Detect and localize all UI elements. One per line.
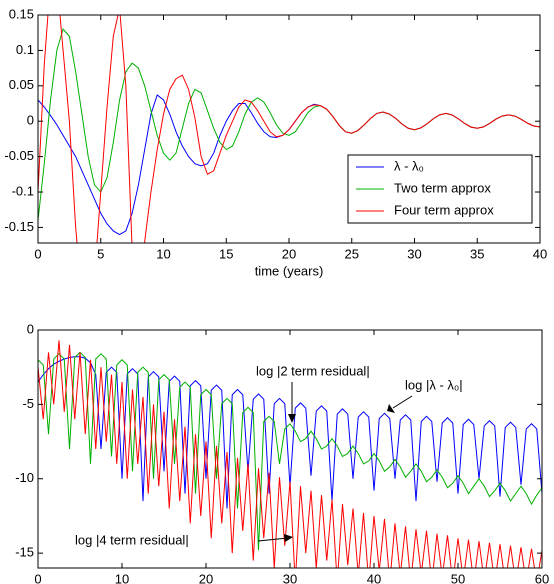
x-tick-label: 5	[97, 246, 104, 261]
x-tick-label: 50	[451, 571, 465, 584]
legend-label: λ - λ₀	[394, 158, 424, 173]
x-tick-label: 20	[199, 571, 213, 584]
x-tick-label: 40	[533, 246, 547, 261]
series-group	[38, 340, 542, 568]
x-tick-label: 10	[156, 246, 170, 261]
arrow	[392, 395, 413, 409]
arrow-head	[387, 404, 395, 413]
x-tick-label: 25	[345, 246, 359, 261]
x-tick-label: 60	[535, 571, 549, 584]
annotation: log |λ - λ₀|	[405, 377, 463, 392]
arrow-head	[288, 414, 296, 423]
x-axis-label: time (years)	[255, 263, 324, 278]
x-tick-label: 0	[34, 246, 41, 261]
arrow	[257, 537, 289, 542]
x-tick-label: 20	[282, 246, 296, 261]
bottom-plot: 0 10 20 30 40 50 60 -15 -10 -5 0	[15, 321, 549, 584]
y-tick-label: 0.15	[9, 6, 34, 21]
top-plot: λ - λ₀ Two term approx Four term approx 0 5 1…	[4, 6, 547, 278]
y-tick-label: -10	[15, 470, 34, 485]
series-group	[38, 15, 540, 243]
annotation-group: log |2 term residual| log |λ - λ₀| log |…	[75, 363, 463, 547]
line-series	[38, 15, 540, 243]
x-tick-label: 15	[219, 246, 233, 261]
y-tick-label: -0.15	[4, 219, 34, 234]
line-series	[38, 351, 542, 551]
annotation: log |2 term residual|	[256, 363, 370, 378]
y-tick-label: 0.1	[16, 42, 34, 57]
legend-label: Two term approx	[394, 180, 491, 195]
x-tick-label: 30	[283, 571, 297, 584]
x-tick-label: 10	[115, 571, 129, 584]
y-tick-label: 0.05	[9, 77, 34, 92]
y-tick-label: 0	[27, 113, 34, 128]
legend-label: Four term approx	[394, 202, 494, 217]
annotation: log |4 term residual|	[75, 532, 189, 547]
y-tick-label: -15	[15, 545, 34, 560]
y-tick-label: -0.05	[4, 148, 34, 163]
x-tick-label: 40	[367, 571, 381, 584]
y-tick-label: -5	[22, 396, 34, 411]
x-tick-label: 30	[407, 246, 421, 261]
y-tick-label: 0	[27, 321, 34, 336]
arrow-head	[284, 534, 293, 542]
y-tick-label: -0.1	[12, 183, 34, 198]
line-series	[38, 340, 542, 568]
x-tick-label: 0	[34, 571, 41, 584]
x-tick-label: 35	[470, 246, 484, 261]
